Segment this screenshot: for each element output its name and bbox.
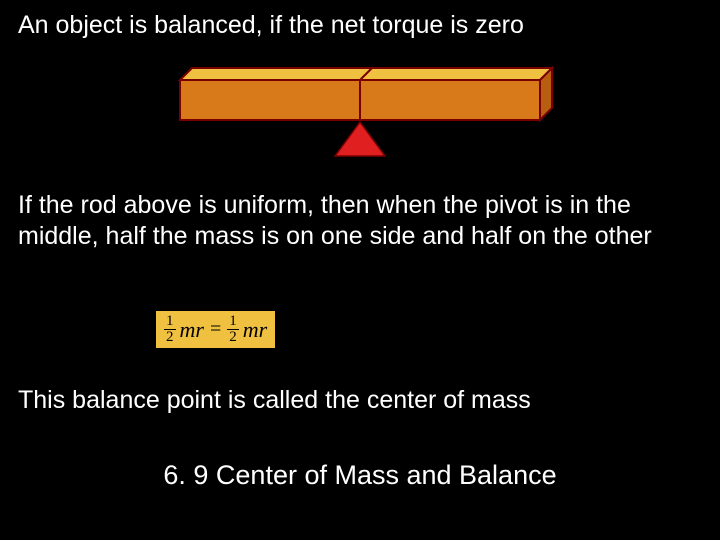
fraction-2: 1 2 — [227, 314, 239, 345]
footer-title: 6. 9 Center of Mass and Balance — [0, 460, 720, 491]
rod-svg — [160, 60, 560, 180]
fraction-1: 1 2 — [164, 314, 176, 345]
pivot-triangle — [335, 122, 385, 156]
frac2-num: 1 — [227, 314, 239, 330]
equals-sign: = — [208, 318, 223, 341]
body-text-3: This balance point is called the center … — [0, 385, 549, 416]
term-2: mr — [243, 317, 267, 343]
frac1-num: 1 — [164, 314, 176, 330]
equation-box: 1 2 mr = 1 2 mr — [155, 310, 276, 349]
heading-text-1: An object is balanced, if the net torque… — [0, 10, 542, 41]
frac1-den: 2 — [164, 330, 176, 345]
body-text-2: If the rod above is uniform, then when t… — [0, 190, 720, 253]
frac2-den: 2 — [227, 330, 239, 345]
term-1: mr — [180, 317, 204, 343]
rod-balance-diagram — [160, 60, 560, 185]
